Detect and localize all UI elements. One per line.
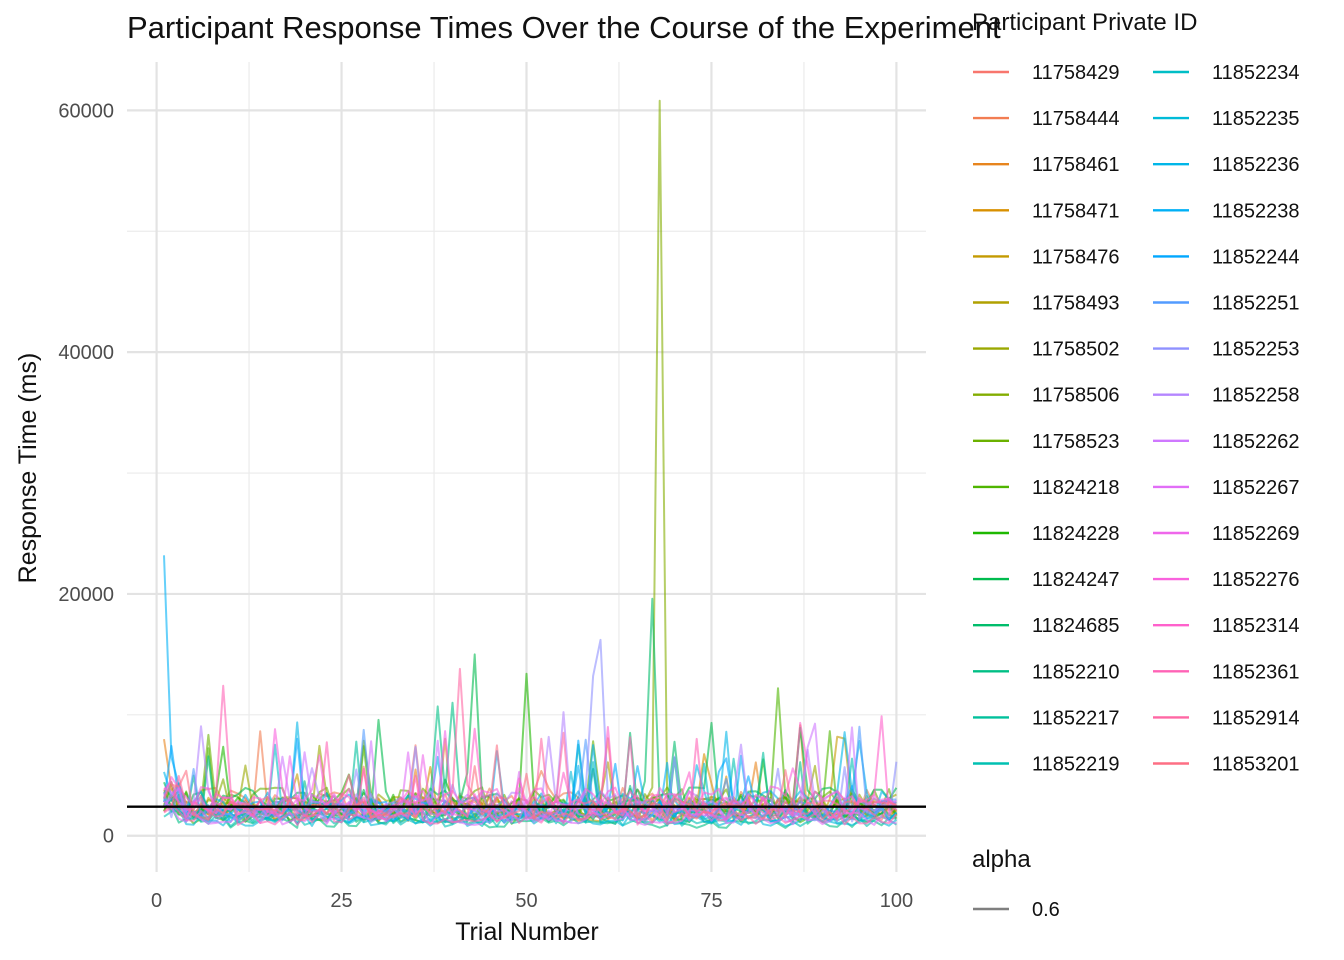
legend-item: 11852269 — [1153, 523, 1300, 545]
series-line-11852238 — [163, 555, 898, 824]
legend-item: 11852258 — [1153, 385, 1300, 407]
legend-label: 11758429 — [1032, 62, 1120, 84]
legend-item: 11852244 — [1153, 246, 1300, 268]
series-line-11852361 — [163, 684, 898, 826]
legend-item: 11758506 — [973, 385, 1120, 407]
legend-item: 11758444 — [973, 108, 1120, 130]
y-tick-label: 0 — [103, 826, 114, 848]
x-tick-label: 50 — [515, 890, 537, 912]
legend-item: 11758471 — [973, 200, 1120, 222]
y-tick-label: 60000 — [58, 100, 114, 122]
legend-entries: 11758429 11758444 11758461 11758471 11758476… — [973, 62, 1300, 776]
legend-item: 11824218 — [973, 477, 1120, 499]
legend-item: 11852236 — [1153, 154, 1300, 176]
tick-labels: 0 25 50 75 100 0 20000 40000 60000 — [58, 100, 913, 912]
legend-label: 11824218 — [1032, 477, 1120, 499]
legend-label: 11852262 — [1212, 431, 1300, 453]
legend-item: 11852234 — [1153, 62, 1300, 84]
x-axis-title: Trial Number — [455, 918, 599, 946]
legend-label: 11758523 — [1032, 431, 1120, 453]
legend-label: 11852251 — [1212, 293, 1300, 315]
legend-item: 11758476 — [973, 246, 1120, 268]
y-tick-label: 20000 — [58, 584, 114, 606]
legend-label: 11824228 — [1032, 523, 1120, 545]
x-tick-label: 0 — [151, 890, 162, 912]
legend-item: 11852276 — [1153, 569, 1300, 591]
chart-title: Participant Response Times Over the Cour… — [127, 10, 1001, 45]
legend-item: 11758502 — [973, 339, 1120, 361]
legend: Participant Private ID 11758429117584441… — [972, 9, 1300, 921]
legend-item: 11852217 — [973, 707, 1120, 729]
alpha-legend: 0.6 — [973, 899, 1060, 921]
y-tick-label: 40000 — [58, 342, 114, 364]
x-tick-label: 75 — [700, 890, 722, 912]
legend-item: 11852238 — [1153, 200, 1300, 222]
legend-label: 11852217 — [1032, 707, 1120, 729]
legend-label: 11852253 — [1212, 339, 1300, 361]
legend-item: 11758523 — [973, 431, 1120, 453]
legend-item: 11852267 — [1153, 477, 1300, 499]
legend-item: 11824228 — [973, 523, 1120, 545]
y-axis-title: Response Time (ms) — [14, 353, 42, 584]
legend-item: 11852262 — [1153, 431, 1300, 453]
legend-label: 11852314 — [1212, 615, 1300, 637]
legend-label: 11852210 — [1032, 661, 1120, 683]
legend-item: 11852314 — [1153, 615, 1300, 637]
legend-label: 11852234 — [1212, 62, 1300, 84]
legend-item: 11852219 — [973, 754, 1120, 776]
legend-label: 11758493 — [1032, 293, 1120, 315]
legend-label: 11852258 — [1212, 385, 1300, 407]
legend-label: 11852267 — [1212, 477, 1300, 499]
legend-label: 11758461 — [1032, 154, 1120, 176]
legend-item: 11852361 — [1153, 661, 1300, 683]
alpha-legend-label: 0.6 — [1032, 899, 1060, 921]
legend-label: 11758502 — [1032, 339, 1120, 361]
legend-item: 11852210 — [973, 661, 1120, 683]
legend-item: 11758493 — [973, 293, 1120, 315]
legend-item: 11758429 — [973, 62, 1120, 84]
legend-label: 11758476 — [1032, 246, 1120, 268]
legend-item: 11824685 — [973, 615, 1120, 637]
legend-item: 11852253 — [1153, 339, 1300, 361]
legend-label: 11824685 — [1032, 615, 1120, 637]
legend-item: 11852251 — [1153, 293, 1300, 315]
legend-item: 11824247 — [973, 569, 1120, 591]
legend-title: Participant Private ID — [972, 9, 1197, 36]
series-line-11852253 — [163, 638, 898, 824]
legend-item: 11853201 — [1153, 754, 1300, 776]
legend-label: 11758471 — [1032, 200, 1120, 222]
legend-label: 11852236 — [1212, 154, 1300, 176]
legend-label: 11852238 — [1212, 200, 1300, 222]
legend-label: 11852276 — [1212, 569, 1300, 591]
legend-item: 11852235 — [1153, 108, 1300, 130]
legend-label: 11852244 — [1212, 246, 1300, 268]
alpha-legend-title: alpha — [972, 846, 1031, 873]
legend-label: 11852361 — [1212, 661, 1300, 683]
legend-label: 11852219 — [1032, 754, 1120, 776]
grid — [127, 62, 926, 872]
legend-label: 11852235 — [1212, 108, 1300, 130]
x-tick-label: 100 — [880, 890, 913, 912]
legend-item: 11852914 — [1153, 707, 1300, 729]
legend-label: 11853201 — [1212, 754, 1300, 776]
legend-label: 11852269 — [1212, 523, 1300, 545]
legend-label: 11758506 — [1032, 385, 1120, 407]
legend-label: 11824247 — [1032, 569, 1120, 591]
legend-label: 11852914 — [1212, 707, 1300, 729]
x-tick-label: 25 — [330, 890, 352, 912]
series-lines — [163, 99, 898, 829]
legend-item: 11758461 — [973, 154, 1120, 176]
legend-label: 11758444 — [1032, 108, 1120, 130]
series-line-11758506 — [163, 99, 898, 820]
